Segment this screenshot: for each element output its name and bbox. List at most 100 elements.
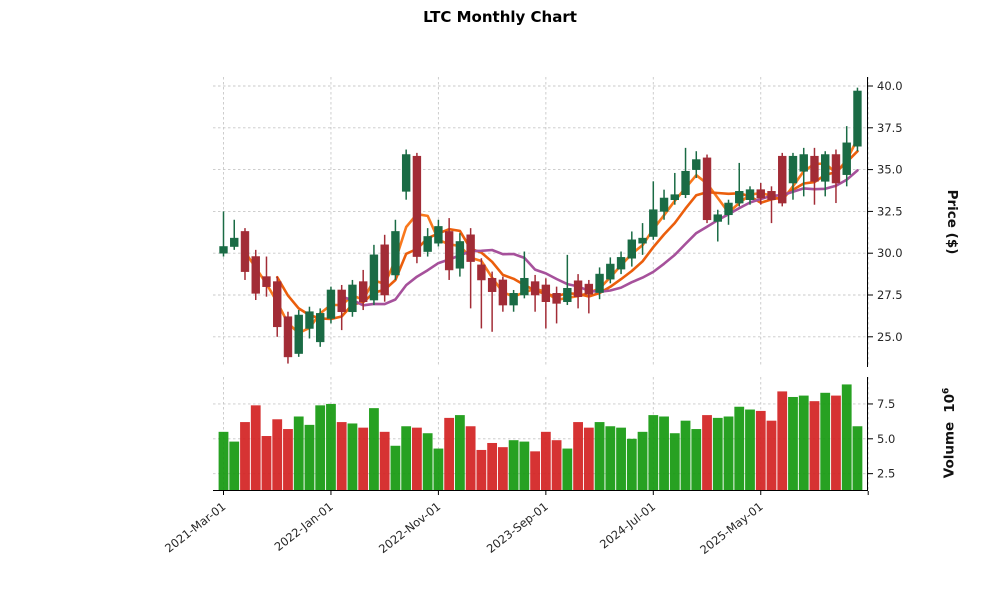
volume-bar bbox=[637, 431, 648, 490]
candle-body bbox=[692, 159, 701, 170]
candle-body bbox=[745, 189, 755, 200]
volume-bar bbox=[594, 422, 605, 490]
volume-bar bbox=[250, 405, 261, 490]
volume-tick-label: 2.5 bbox=[877, 467, 895, 481]
volume-bar bbox=[562, 448, 573, 490]
candle-body bbox=[831, 154, 841, 184]
candle-body bbox=[477, 264, 486, 281]
candle-body bbox=[563, 288, 572, 302]
volume-bar bbox=[379, 431, 390, 490]
price-tick-label: 37.5 bbox=[877, 121, 903, 135]
volume-bar bbox=[218, 431, 229, 490]
candle-body bbox=[735, 191, 744, 204]
volume-bar bbox=[519, 441, 530, 490]
candle-body bbox=[305, 311, 314, 329]
price-tick-label: 40.0 bbox=[877, 79, 903, 93]
volume-bar bbox=[702, 415, 712, 490]
candle-body bbox=[799, 154, 808, 172]
price-tick-label: 35.0 bbox=[877, 163, 903, 177]
volume-bar bbox=[229, 441, 240, 490]
candle-body bbox=[337, 289, 346, 313]
price-tick-label: 27.5 bbox=[877, 288, 903, 302]
candle-body bbox=[487, 277, 497, 292]
candle-body bbox=[219, 246, 228, 254]
candle-body bbox=[724, 202, 733, 216]
volume-bar bbox=[454, 415, 465, 490]
volume-bar bbox=[841, 384, 852, 490]
volume-bar bbox=[798, 395, 809, 490]
candle-body bbox=[756, 189, 765, 199]
volume-bar bbox=[530, 451, 541, 490]
candle-body bbox=[434, 226, 443, 244]
candle-body bbox=[702, 157, 712, 221]
candle-body bbox=[573, 280, 583, 297]
candle-body bbox=[283, 316, 293, 358]
volume-bar bbox=[444, 417, 455, 490]
candle-body bbox=[541, 284, 551, 302]
volume-bar bbox=[766, 420, 777, 490]
candle-body bbox=[778, 155, 787, 204]
volume-bar bbox=[412, 427, 422, 490]
volume-bar bbox=[734, 406, 745, 490]
volume-bar bbox=[616, 427, 626, 490]
candle-body bbox=[713, 214, 722, 222]
volume-tick-label: 5.0 bbox=[877, 432, 895, 446]
candle-body bbox=[230, 237, 239, 247]
volume-bar bbox=[680, 420, 691, 490]
price-axis-label: Price ($) bbox=[944, 189, 960, 255]
volume-bar bbox=[788, 396, 798, 490]
volume-bar bbox=[401, 426, 412, 490]
volume-bar bbox=[487, 442, 498, 490]
candle-body bbox=[498, 279, 508, 306]
candle-body bbox=[670, 194, 679, 200]
x-tick-label: 2025-May-01 bbox=[697, 499, 765, 557]
candle-body bbox=[240, 231, 250, 272]
volume-bar bbox=[755, 410, 766, 490]
candle-body bbox=[788, 155, 798, 184]
candle-body bbox=[649, 209, 658, 237]
chart-title: LTC Monthly Chart bbox=[423, 8, 577, 26]
candle-body bbox=[509, 293, 518, 306]
candle-body bbox=[616, 257, 626, 270]
candle-body bbox=[767, 191, 776, 200]
volume-bar bbox=[573, 422, 583, 490]
volume-axis-label-text: Volume bbox=[941, 421, 958, 479]
candle-body bbox=[391, 231, 400, 276]
candle-body bbox=[273, 281, 282, 328]
volume-axis-scale: 106 bbox=[940, 387, 958, 413]
volume-bar bbox=[497, 447, 508, 490]
volume-bar bbox=[240, 422, 250, 490]
candle-body bbox=[552, 293, 561, 304]
volume-bar bbox=[358, 427, 369, 490]
price-tick-label: 32.5 bbox=[877, 204, 903, 218]
volume-bar bbox=[304, 424, 315, 490]
candle-body bbox=[423, 236, 432, 252]
volume-bar bbox=[272, 419, 283, 490]
candle-body bbox=[595, 273, 604, 293]
volume-tick-label: 7.5 bbox=[877, 397, 895, 411]
candle-body bbox=[401, 154, 411, 192]
volume-bar bbox=[777, 391, 788, 490]
ma-3-line bbox=[243, 137, 859, 335]
candle-body bbox=[821, 154, 830, 182]
candle-body bbox=[842, 142, 851, 175]
candle-body bbox=[380, 244, 389, 296]
volume-bar bbox=[369, 408, 379, 490]
volume-bar bbox=[723, 416, 734, 490]
volume-bar bbox=[583, 427, 594, 490]
volume-bar bbox=[390, 445, 401, 490]
volume-bar bbox=[422, 433, 433, 490]
volume-bar bbox=[669, 433, 680, 490]
candle-body bbox=[466, 234, 475, 262]
candle-body bbox=[326, 289, 336, 319]
candle-body bbox=[659, 197, 669, 212]
candle-body bbox=[681, 170, 690, 195]
volume-axis-label: Volume 106 bbox=[941, 388, 958, 479]
candle-body bbox=[294, 314, 303, 354]
volume-bar bbox=[551, 440, 562, 490]
volume-bar bbox=[691, 429, 702, 490]
candle-body bbox=[455, 241, 465, 269]
candle-body bbox=[412, 155, 422, 257]
x-tick-label: 2021-Mar-01 bbox=[162, 499, 228, 555]
